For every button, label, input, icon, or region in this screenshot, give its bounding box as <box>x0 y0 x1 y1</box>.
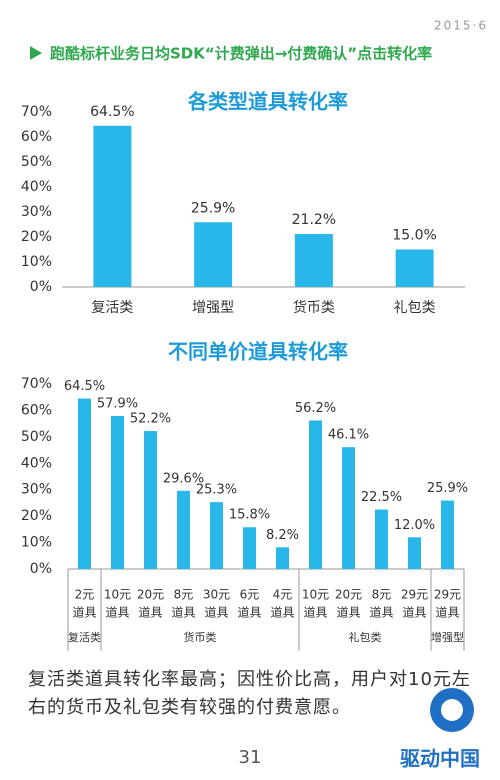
x-tick-label: 道具 <box>336 606 360 620</box>
x-tick-label: 复活类 <box>91 299 133 316</box>
x-tick-label: 道具 <box>138 606 162 620</box>
x-tick-label: 道具 <box>303 606 327 620</box>
x-tick-label: 增强型 <box>192 300 234 316</box>
bar <box>144 431 157 569</box>
value-label: 57.9% <box>97 396 138 411</box>
bar <box>243 527 256 569</box>
value-label: 12.0% <box>394 518 435 533</box>
value-label: 52.2% <box>130 412 171 427</box>
x-tick-label: 道具 <box>237 606 261 620</box>
bar <box>395 249 434 287</box>
y-tick-label: 40% <box>21 179 52 195</box>
value-label: 56.2% <box>295 401 336 416</box>
logo-date: 2015·6 <box>434 19 488 33</box>
x-tick-label: 20元 <box>335 588 362 602</box>
y-tick-label: 10% <box>21 254 52 270</box>
y-tick-label: 50% <box>21 429 52 445</box>
bar <box>276 547 289 569</box>
bar <box>408 537 421 569</box>
x-tick-label: 道具 <box>72 606 96 620</box>
watermark-logo-inner <box>441 699 463 721</box>
watermark: 驱动中国 <box>400 747 480 771</box>
y-tick-label: 10% <box>21 535 52 551</box>
value-label: 25.9% <box>191 200 235 216</box>
y-tick-label: 30% <box>21 482 52 498</box>
bar <box>294 234 333 287</box>
x-tick-label: 20元 <box>137 588 164 602</box>
x-tick-label: 道具 <box>435 606 459 620</box>
chart-title: 各类型道具转化率 <box>187 90 348 114</box>
value-label: 64.5% <box>64 379 105 394</box>
x-tick-label: 4元 <box>273 588 293 602</box>
y-tick-label: 0% <box>30 279 52 295</box>
group-label: 复活类 <box>68 630 101 644</box>
x-tick-label: 礼包类 <box>394 300 436 316</box>
y-tick-label: 40% <box>21 455 52 471</box>
value-label: 15.0% <box>392 228 436 244</box>
value-label: 64.5% <box>90 104 134 120</box>
y-tick-label: 60% <box>21 129 52 145</box>
y-tick-label: 50% <box>21 154 52 170</box>
value-label: 8.2% <box>266 528 299 543</box>
header: 跑酷标杆业务日均SDK“计费弹出→付费确认”点击转化率 <box>50 45 432 63</box>
value-label: 21.2% <box>292 212 336 228</box>
x-tick-label: 道具 <box>204 606 228 620</box>
y-tick-label: 30% <box>21 204 52 220</box>
group-label: 礼包类 <box>349 630 382 644</box>
bar <box>375 509 388 569</box>
bar <box>441 500 454 569</box>
y-tick-label: 70% <box>21 104 52 120</box>
bar <box>93 125 132 287</box>
bar <box>111 415 124 569</box>
bar <box>342 447 355 569</box>
x-tick-label: 10元 <box>104 588 131 602</box>
group-label: 货币类 <box>184 630 217 644</box>
x-tick-label: 10元 <box>302 588 329 602</box>
caption: 复活类道具转化率最高；因性价比高，用户对10元左右的货币及礼包类有较强的付费意愿… <box>28 669 471 718</box>
x-tick-label: 道具 <box>402 606 426 620</box>
y-tick-label: 0% <box>30 561 52 577</box>
header-arrow <box>30 46 42 60</box>
chart-title: 不同单价道具转化率 <box>168 340 348 364</box>
x-tick-label: 2元 <box>75 588 95 602</box>
value-label: 25.3% <box>196 483 237 498</box>
x-tick-label: 货币类 <box>293 299 335 316</box>
x-tick-label: 道具 <box>171 606 195 620</box>
x-tick-label: 29元 <box>434 588 461 602</box>
value-label: 25.9% <box>427 481 468 496</box>
page-number: 31 <box>239 747 262 768</box>
x-tick-label: 道具 <box>369 606 393 620</box>
y-tick-label: 60% <box>21 402 52 418</box>
bar <box>210 502 223 569</box>
x-tick-label: 30元 <box>203 588 230 602</box>
y-tick-label: 70% <box>21 376 52 392</box>
y-tick-label: 20% <box>21 229 52 245</box>
bar <box>194 222 233 287</box>
bar <box>309 420 322 569</box>
value-label: 29.6% <box>163 471 204 486</box>
bar <box>177 490 190 569</box>
x-tick-label: 6元 <box>240 588 260 602</box>
bar <box>78 398 91 569</box>
group-label: 增强型 <box>431 630 464 644</box>
x-tick-label: 8元 <box>372 588 392 602</box>
x-tick-label: 29元 <box>401 588 428 602</box>
y-tick-label: 20% <box>21 508 52 524</box>
value-label: 46.1% <box>328 428 369 443</box>
value-label: 22.5% <box>361 490 402 505</box>
x-tick-label: 8元 <box>174 588 194 602</box>
x-tick-label: 道具 <box>105 606 129 620</box>
x-tick-label: 道具 <box>270 606 294 620</box>
value-label: 15.8% <box>229 508 270 523</box>
